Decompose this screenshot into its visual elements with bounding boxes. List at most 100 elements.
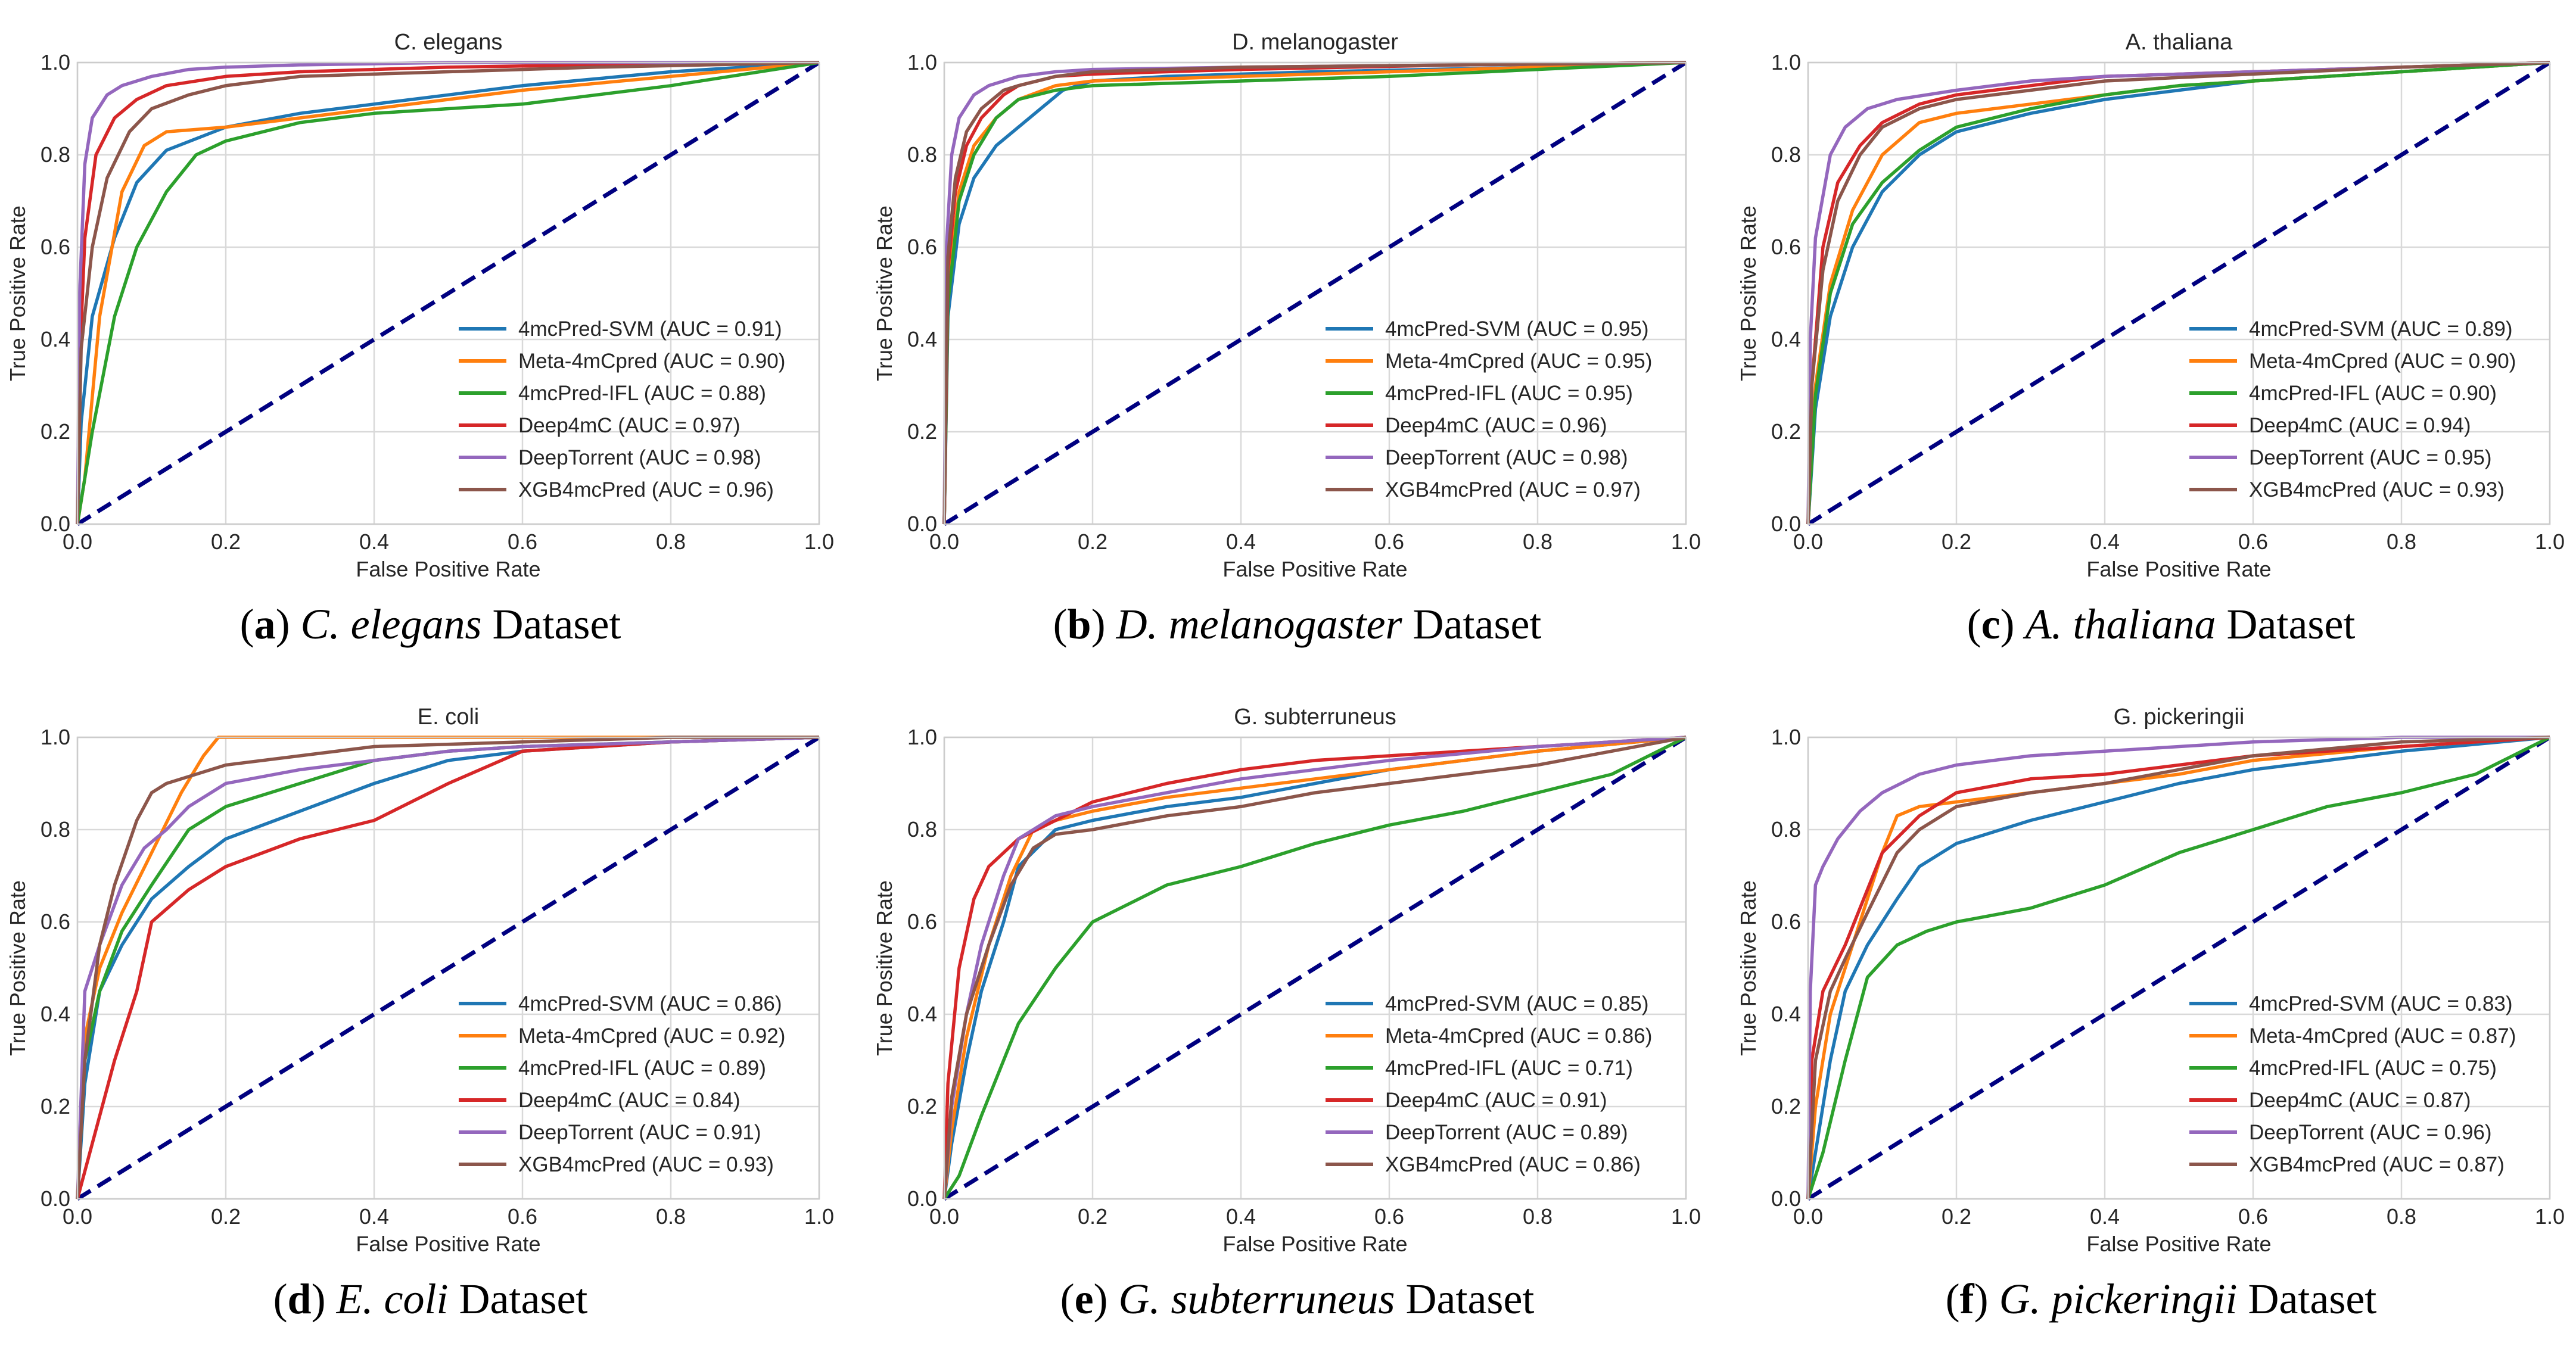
x-tick-label: 0.2 bbox=[1078, 529, 1107, 554]
x-tick-label: 0.0 bbox=[929, 1204, 959, 1229]
roc-curve-4mcpred-ifl bbox=[1806, 61, 2550, 525]
x-axis-label: False Positive Rate bbox=[2086, 1232, 2271, 1256]
panel-caption: (c) A. thaliana Dataset bbox=[1967, 600, 2356, 648]
legend-label: XGB4mcPred (AUC = 0.86) bbox=[1385, 1153, 1641, 1176]
roc-panel-b: 0.0 0.2 0.4 0.6 0.8 1.0 0.0 0.2 0.4 0.6 0.8 1.0 D. m… bbox=[872, 30, 1701, 648]
x-axis-label: False Positive Rate bbox=[356, 557, 540, 581]
y-tick-label: 0.0 bbox=[907, 1186, 937, 1211]
caption-species: D. melanogaster bbox=[1116, 600, 1403, 648]
x-tick-label: 0.8 bbox=[656, 1204, 686, 1229]
x-tick-label: 0.0 bbox=[63, 529, 92, 554]
x-tick-label: 1.0 bbox=[1671, 529, 1701, 554]
caption-suffix: Dataset bbox=[1395, 1275, 1535, 1323]
y-tick-label: 1.0 bbox=[41, 725, 70, 749]
x-tick-label: 0.6 bbox=[1374, 1204, 1404, 1229]
legend-label: Deep4mC (AUC = 0.91) bbox=[1385, 1089, 1607, 1112]
roc-curve-4mcpred-svm bbox=[942, 61, 1687, 525]
roc-curve-xgb4mcpred bbox=[76, 736, 819, 1199]
legend-label: Meta-4mCpred (AUC = 0.86) bbox=[1385, 1024, 1652, 1048]
y-tick-label: 0.8 bbox=[907, 142, 937, 167]
panel-caption: (b) D. melanogaster Dataset bbox=[1053, 600, 1542, 648]
y-tick-label: 0.2 bbox=[907, 1094, 937, 1118]
legend-label: 4mcPred-SVM (AUC = 0.91) bbox=[518, 317, 782, 341]
caption-letter: f bbox=[1960, 1275, 1975, 1323]
x-tick-label: 1.0 bbox=[1671, 1204, 1701, 1229]
roc-panel-a: 0.0 0.2 0.4 0.6 0.8 1.0 0.0 0.2 0.4 0.6 0.8 1.0 C. e… bbox=[5, 30, 834, 648]
y-tick-label: 0.0 bbox=[907, 512, 937, 536]
caption-species: G. pickeringii bbox=[1999, 1275, 2238, 1323]
y-tick-label: 1.0 bbox=[1771, 725, 1801, 749]
plot-frame bbox=[943, 61, 1687, 525]
x-tick-label: 0.2 bbox=[1942, 1204, 1971, 1229]
y-tick-label: 0.6 bbox=[907, 235, 937, 259]
caption-suffix: Dataset bbox=[1402, 600, 1542, 648]
caption-close-paren: ) bbox=[2001, 600, 2026, 648]
roc-curve-deep4mc bbox=[76, 736, 820, 1199]
legend-label: Deep4mC (AUC = 0.96) bbox=[1385, 414, 1607, 437]
y-tick-label: 0.2 bbox=[41, 419, 70, 444]
y-tick-label: 0.4 bbox=[907, 1002, 937, 1026]
legend-label: 4mcPred-IFL (AUC = 0.71) bbox=[1385, 1057, 1633, 1080]
legend-label: 4mcPred-IFL (AUC = 0.75) bbox=[2249, 1057, 2497, 1080]
y-axis-label: True Positive Rate bbox=[5, 205, 30, 381]
panel-title: A. thaliana bbox=[2126, 30, 2233, 55]
x-axis-label: False Positive Rate bbox=[1222, 1232, 1407, 1256]
x-tick-label: 1.0 bbox=[804, 1204, 834, 1229]
y-axis-label: True Positive Rate bbox=[872, 205, 897, 381]
panel-title: G. pickeringii bbox=[2114, 705, 2245, 730]
roc-curve-deeptorrent bbox=[1806, 736, 2550, 1199]
x-axis-label: False Positive Rate bbox=[1222, 557, 1407, 581]
y-tick-label: 1.0 bbox=[41, 50, 70, 74]
legend-label: 4mcPred-IFL (AUC = 0.88) bbox=[518, 382, 766, 405]
roc-curve-4mcpred-ifl bbox=[1806, 736, 2551, 1199]
y-axis-label: True Positive Rate bbox=[1736, 880, 1760, 1056]
y-tick-label: 0.4 bbox=[1771, 327, 1801, 351]
caption-close-paren: ) bbox=[276, 600, 301, 648]
legend-label: XGB4mcPred (AUC = 0.93) bbox=[518, 1153, 774, 1176]
chance-diagonal-line bbox=[1807, 736, 2551, 1201]
plot-frame bbox=[943, 736, 1687, 1200]
x-tick-label: 0.0 bbox=[929, 529, 959, 554]
roc-curve-xgb4mcpred bbox=[76, 61, 820, 525]
legend: 4mcPred-SVM (AUC = 0.95) Meta-4mCpred (AU… bbox=[1326, 317, 1652, 501]
legend-label: DeepTorrent (AUC = 0.96) bbox=[2249, 1121, 2492, 1144]
x-tick-label: 0.2 bbox=[211, 529, 241, 554]
x-tick-label: 0.6 bbox=[2238, 529, 2268, 554]
plot-frame bbox=[76, 736, 820, 1200]
caption-species: A. thaliana bbox=[2023, 600, 2216, 648]
legend-label: 4mcPred-IFL (AUC = 0.95) bbox=[1385, 382, 1633, 405]
caption-open-paren: ( bbox=[1060, 1275, 1075, 1323]
legend-label: Deep4mC (AUC = 0.94) bbox=[2249, 414, 2471, 437]
y-tick-label: 0.8 bbox=[41, 817, 70, 842]
y-tick-label: 0.4 bbox=[1771, 1002, 1801, 1026]
y-axis-label: True Positive Rate bbox=[1736, 205, 1760, 381]
legend-label: Meta-4mCpred (AUC = 0.90) bbox=[2249, 350, 2516, 373]
y-tick-label: 0.0 bbox=[41, 512, 70, 536]
roc-curve-xgb4mcpred bbox=[942, 736, 1687, 1199]
y-tick-label: 0.0 bbox=[1771, 1186, 1801, 1211]
legend-label: XGB4mcPred (AUC = 0.96) bbox=[518, 478, 774, 501]
y-tick-label: 1.0 bbox=[907, 725, 937, 749]
x-tick-label: 0.4 bbox=[2090, 529, 2120, 554]
legend: 4mcPred-SVM (AUC = 0.85) Meta-4mCpred (AU… bbox=[1326, 992, 1652, 1176]
x-tick-label: 0.8 bbox=[2387, 529, 2416, 554]
y-tick-label: 0.2 bbox=[907, 419, 937, 444]
x-tick-label: 1.0 bbox=[2535, 529, 2565, 554]
x-tick-label: 0.6 bbox=[1374, 529, 1404, 554]
caption-open-paren: ( bbox=[1053, 600, 1068, 648]
roc-curve-xgb4mcpred bbox=[942, 61, 1687, 525]
legend-label: DeepTorrent (AUC = 0.91) bbox=[518, 1121, 761, 1144]
y-tick-label: 0.4 bbox=[41, 1002, 70, 1026]
caption-open-paren: ( bbox=[273, 1275, 288, 1323]
caption-suffix: Dataset bbox=[2237, 1275, 2376, 1323]
y-tick-label: 0.8 bbox=[41, 142, 70, 167]
x-tick-label: 0.0 bbox=[63, 1204, 92, 1229]
legend-label: 4mcPred-SVM (AUC = 0.85) bbox=[1385, 992, 1649, 1015]
legend-label: Meta-4mCpred (AUC = 0.92) bbox=[518, 1024, 785, 1048]
caption-species: C. elegans bbox=[301, 600, 482, 648]
roc-curve-xgb4mcpred bbox=[1806, 736, 2550, 1199]
roc-panel-d: 0.0 0.2 0.4 0.6 0.8 1.0 0.0 0.2 0.4 0.6 0.8 1.0 E. c… bbox=[5, 705, 834, 1323]
legend-label: DeepTorrent (AUC = 0.95) bbox=[2249, 446, 2492, 469]
panel-caption: (e) G. subterruneus Dataset bbox=[1060, 1275, 1535, 1323]
y-tick-label: 0.0 bbox=[1771, 512, 1801, 536]
